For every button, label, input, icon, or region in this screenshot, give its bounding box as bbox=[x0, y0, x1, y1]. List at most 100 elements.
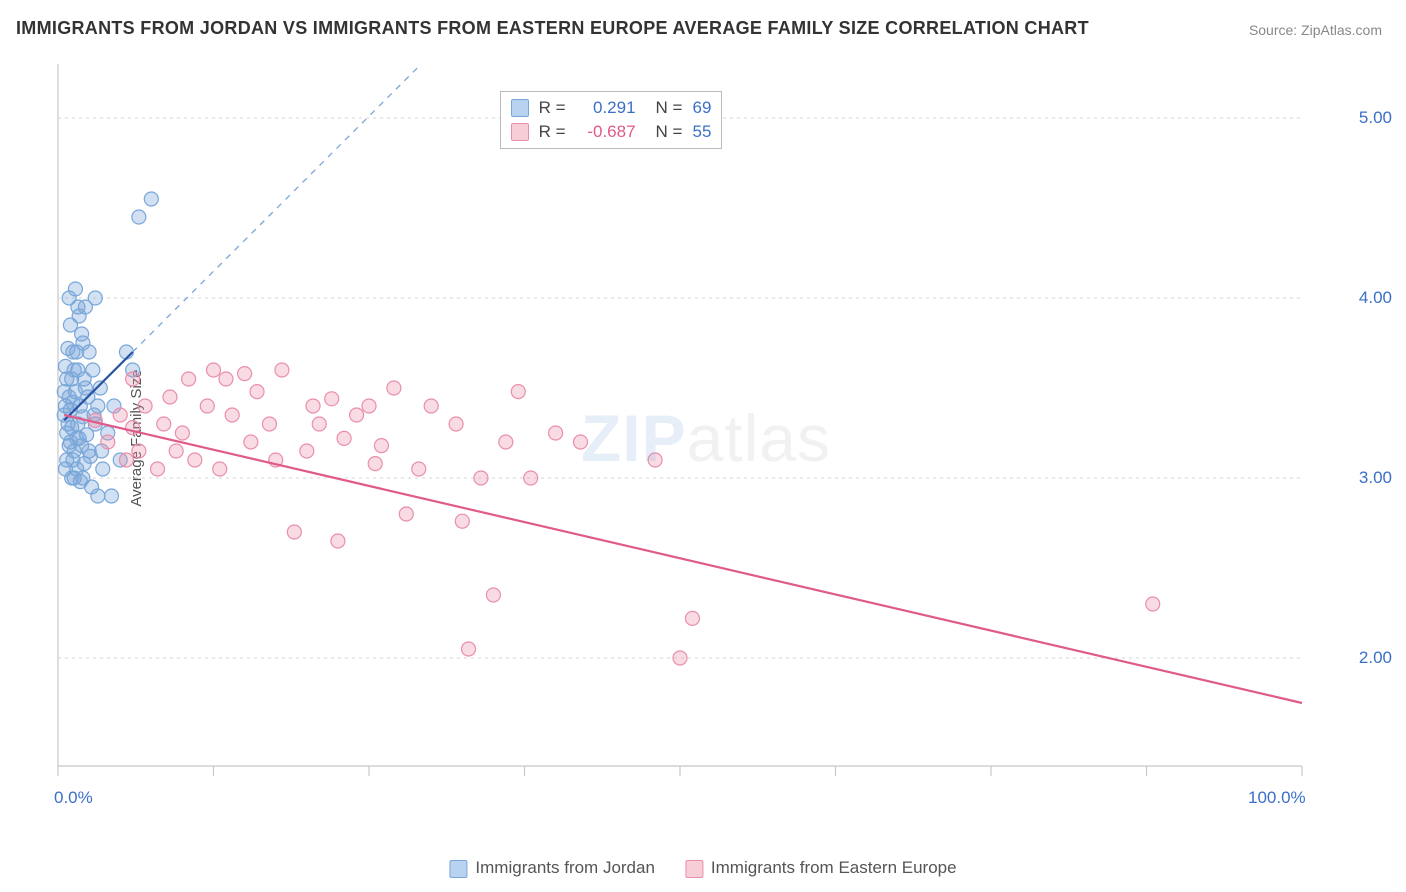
data-point-jordan bbox=[86, 363, 100, 377]
data-point-jordan bbox=[57, 385, 71, 399]
data-point-eastern_europe bbox=[412, 462, 426, 476]
legend-label: Immigrants from Eastern Europe bbox=[711, 858, 957, 877]
data-point-eastern_europe bbox=[151, 462, 165, 476]
data-point-jordan bbox=[71, 363, 85, 377]
bottom-legend: Immigrants from Jordan Immigrants from Ea… bbox=[449, 858, 956, 878]
data-point-eastern_europe bbox=[113, 408, 127, 422]
data-point-eastern_europe bbox=[368, 457, 382, 471]
data-point-eastern_europe bbox=[200, 399, 214, 413]
data-point-eastern_europe bbox=[300, 444, 314, 458]
data-point-jordan bbox=[58, 359, 72, 373]
data-point-jordan bbox=[144, 192, 158, 206]
y-tick-label: 2.00 bbox=[1359, 648, 1392, 668]
x-max-label: 100.0% bbox=[1248, 788, 1306, 808]
data-point-eastern_europe bbox=[119, 453, 133, 467]
data-point-eastern_europe bbox=[387, 381, 401, 395]
legend-item: Immigrants from Eastern Europe bbox=[685, 858, 957, 878]
data-point-eastern_europe bbox=[331, 534, 345, 548]
data-point-eastern_europe bbox=[524, 471, 538, 485]
data-point-jordan bbox=[132, 210, 146, 224]
data-point-eastern_europe bbox=[163, 390, 177, 404]
data-point-eastern_europe bbox=[399, 507, 413, 521]
n-label: N = bbox=[656, 96, 683, 120]
data-point-eastern_europe bbox=[455, 514, 469, 528]
data-point-eastern_europe bbox=[188, 453, 202, 467]
data-point-jordan bbox=[96, 462, 110, 476]
data-point-jordan bbox=[76, 336, 90, 350]
stats-swatch bbox=[511, 99, 529, 117]
data-point-eastern_europe bbox=[238, 367, 252, 381]
y-tick-label: 4.00 bbox=[1359, 288, 1392, 308]
y-tick-label: 3.00 bbox=[1359, 468, 1392, 488]
data-point-eastern_europe bbox=[648, 453, 662, 467]
stats-row: R =0.291 N = 69 bbox=[511, 96, 712, 120]
data-point-jordan bbox=[65, 421, 79, 435]
data-point-eastern_europe bbox=[175, 426, 189, 440]
data-point-jordan bbox=[67, 471, 81, 485]
chart-title: IMMIGRANTS FROM JORDAN VS IMMIGRANTS FRO… bbox=[16, 18, 1089, 39]
r-value: -0.687 bbox=[572, 120, 636, 144]
data-point-eastern_europe bbox=[325, 392, 339, 406]
legend-label: Immigrants from Jordan bbox=[475, 858, 655, 877]
r-label: R = bbox=[539, 96, 566, 120]
data-point-eastern_europe bbox=[573, 435, 587, 449]
data-point-eastern_europe bbox=[337, 431, 351, 445]
r-value: 0.291 bbox=[572, 96, 636, 120]
correlation-stats-box: R =0.291 N = 69 R =-0.687 N = 55 bbox=[500, 91, 723, 149]
data-point-jordan bbox=[62, 291, 76, 305]
data-point-eastern_europe bbox=[132, 444, 146, 458]
n-label: N = bbox=[656, 120, 683, 144]
data-point-jordan bbox=[104, 489, 118, 503]
data-point-eastern_europe bbox=[362, 399, 376, 413]
data-point-eastern_europe bbox=[225, 408, 239, 422]
data-point-eastern_europe bbox=[306, 399, 320, 413]
data-point-eastern_europe bbox=[244, 435, 258, 449]
data-point-eastern_europe bbox=[462, 642, 476, 656]
data-point-jordan bbox=[60, 453, 74, 467]
data-point-eastern_europe bbox=[213, 462, 227, 476]
n-value: 55 bbox=[692, 120, 711, 144]
data-point-eastern_europe bbox=[157, 417, 171, 431]
data-point-eastern_europe bbox=[207, 363, 221, 377]
data-point-eastern_europe bbox=[219, 372, 233, 386]
source-label: Source: ZipAtlas.com bbox=[1249, 22, 1382, 38]
data-point-eastern_europe bbox=[549, 426, 563, 440]
data-point-eastern_europe bbox=[499, 435, 513, 449]
data-point-eastern_europe bbox=[685, 611, 699, 625]
data-point-jordan bbox=[77, 457, 91, 471]
legend-item: Immigrants from Jordan bbox=[449, 858, 655, 878]
data-point-eastern_europe bbox=[182, 372, 196, 386]
legend-swatch bbox=[685, 860, 703, 878]
legend-swatch bbox=[449, 860, 467, 878]
trendline-dashed-jordan bbox=[133, 64, 422, 352]
data-point-eastern_europe bbox=[126, 372, 140, 386]
data-point-eastern_europe bbox=[673, 651, 687, 665]
data-point-eastern_europe bbox=[486, 588, 500, 602]
data-point-eastern_europe bbox=[1146, 597, 1160, 611]
data-point-eastern_europe bbox=[474, 471, 488, 485]
data-point-eastern_europe bbox=[424, 399, 438, 413]
data-point-jordan bbox=[88, 291, 102, 305]
data-point-eastern_europe bbox=[312, 417, 326, 431]
data-point-eastern_europe bbox=[138, 399, 152, 413]
n-value: 69 bbox=[692, 96, 711, 120]
data-point-eastern_europe bbox=[287, 525, 301, 539]
data-point-eastern_europe bbox=[511, 385, 525, 399]
r-label: R = bbox=[539, 120, 566, 144]
chart-area: Average Family Size ZIPatlas R =0.291N =… bbox=[50, 58, 1362, 818]
data-point-eastern_europe bbox=[374, 439, 388, 453]
scatter-plot bbox=[50, 58, 1362, 818]
stats-row: R =-0.687 N = 55 bbox=[511, 120, 712, 144]
data-point-eastern_europe bbox=[262, 417, 276, 431]
data-point-eastern_europe bbox=[350, 408, 364, 422]
y-tick-label: 5.00 bbox=[1359, 108, 1392, 128]
data-point-eastern_europe bbox=[275, 363, 289, 377]
data-point-eastern_europe bbox=[449, 417, 463, 431]
data-point-eastern_europe bbox=[250, 385, 264, 399]
x-min-label: 0.0% bbox=[54, 788, 93, 808]
data-point-jordan bbox=[91, 489, 105, 503]
data-point-eastern_europe bbox=[169, 444, 183, 458]
stats-swatch bbox=[511, 123, 529, 141]
data-point-jordan bbox=[63, 318, 77, 332]
data-point-eastern_europe bbox=[101, 435, 115, 449]
